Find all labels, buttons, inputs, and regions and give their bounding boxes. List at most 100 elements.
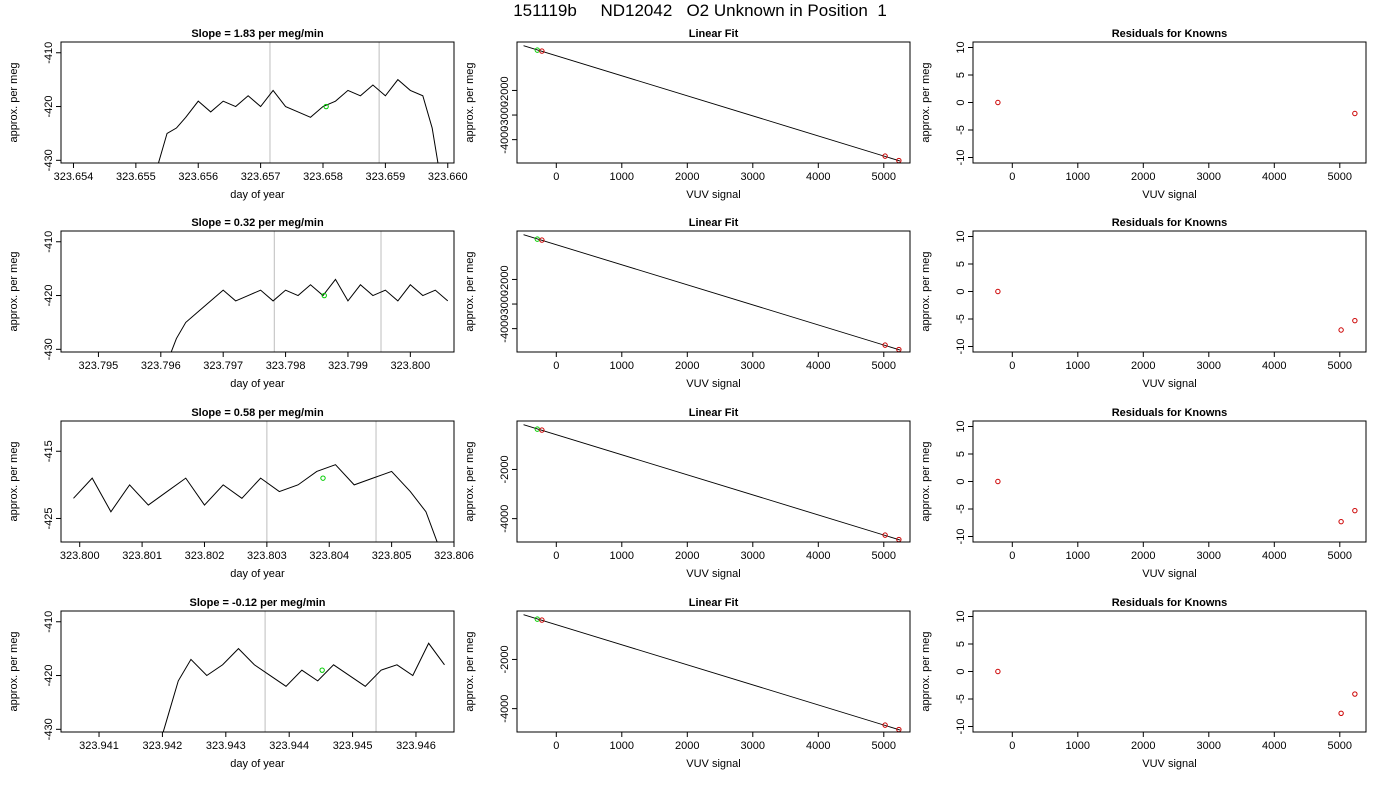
y-axis-label: approx. per meg xyxy=(8,441,20,521)
x-axis-label: day of year xyxy=(230,189,285,201)
plot-frame xyxy=(972,420,1367,543)
x-tick-label: 1000 xyxy=(610,171,634,183)
x-tick-label: 323.801 xyxy=(122,550,162,562)
chart-panel-drift: 323.941 323.942 323.943 323.944 323.945 323.9… xyxy=(8,597,455,770)
fit-line xyxy=(523,45,901,162)
data-point xyxy=(320,475,326,481)
plot-area xyxy=(162,611,445,732)
x-tick-label: 4000 xyxy=(1262,360,1286,372)
x-tick-label: 5000 xyxy=(872,740,896,752)
x-tick-label: 0 xyxy=(553,550,559,562)
x-tick-label: 3000 xyxy=(1197,171,1221,183)
chart-panel-residuals: 0 1000 2000 3000 4000 5000 -10 -5 0 5 10 Residuals … xyxy=(920,28,1367,201)
x-tick-label: 4000 xyxy=(806,550,830,562)
x-tick-label: 323.806 xyxy=(434,550,474,562)
data-point xyxy=(1352,317,1358,324)
plot-frame xyxy=(972,610,1367,733)
y-tick-label: -3000 xyxy=(499,290,511,318)
y-tick-label: -10 xyxy=(955,339,967,355)
y-tick-label: 10 xyxy=(955,230,967,242)
y-tick-label: -430 xyxy=(43,149,55,171)
x-tick-label: 1000 xyxy=(1066,550,1090,562)
chart-panel-residuals: 0 1000 2000 3000 4000 5000 -10 -5 0 5 10 Residuals … xyxy=(920,407,1367,580)
y-tick-label: 5 xyxy=(955,451,967,457)
plot-frame xyxy=(60,610,455,733)
x-tick-label: 323.800 xyxy=(390,360,430,372)
y-axis-label: approx. per meg xyxy=(464,631,476,711)
x-tick-label: 1000 xyxy=(1066,360,1090,372)
x-tick-label: 323.805 xyxy=(372,550,412,562)
data-point xyxy=(1338,327,1344,333)
x-axis-label: VUV signal xyxy=(686,758,740,770)
x-tick-label: 3000 xyxy=(1197,740,1221,752)
y-tick-label: 0 xyxy=(955,478,967,484)
x-tick-label: 5000 xyxy=(1328,171,1352,183)
x-tick-label: 323.946 xyxy=(396,740,436,752)
x-tick-label: 323.799 xyxy=(328,360,368,372)
x-axis-label: day of year xyxy=(230,378,285,390)
panel-title: Linear Fit xyxy=(689,217,739,229)
x-tick-label: 3000 xyxy=(1197,550,1221,562)
x-tick-label: 2000 xyxy=(1131,550,1155,562)
x-axis-label: VUV signal xyxy=(686,568,740,580)
y-tick-label: -4000 xyxy=(499,315,511,343)
y-tick-label: 5 xyxy=(955,72,967,78)
x-tick-label: 323.655 xyxy=(116,171,156,183)
data-point xyxy=(1352,110,1358,117)
plot-area xyxy=(995,288,1358,333)
x-tick-label: 5000 xyxy=(1328,550,1352,562)
data-point xyxy=(882,722,888,728)
data-point xyxy=(323,103,329,110)
series-line xyxy=(157,78,439,163)
panel-title: Slope = 1.83 per meg/min xyxy=(191,28,324,40)
data-point xyxy=(321,292,327,299)
plot-area xyxy=(995,668,1358,716)
y-tick-label: 10 xyxy=(955,41,967,53)
y-tick-label: 10 xyxy=(955,610,967,622)
series-line xyxy=(162,642,445,732)
x-axis-label: VUV signal xyxy=(1142,378,1196,390)
x-tick-label: 3000 xyxy=(741,550,765,562)
plot-frame xyxy=(60,230,455,353)
data-point xyxy=(1352,507,1358,514)
y-axis-label: approx. per meg xyxy=(8,631,20,711)
y-tick-label: -4000 xyxy=(499,126,511,154)
chart-panel-fit: 0 1000 2000 3000 4000 5000 -4000 -2000 Linear Fi… xyxy=(464,407,911,580)
x-tick-label: 323.803 xyxy=(247,550,287,562)
chart-panel-fit: 0 1000 2000 3000 4000 5000 -4000 -2000 Linear Fi… xyxy=(464,597,911,770)
x-axis-label: day of year xyxy=(230,568,285,580)
y-tick-label: -2000 xyxy=(499,455,511,483)
x-tick-label: 323.943 xyxy=(206,740,246,752)
panel-title: Residuals for Knowns xyxy=(1112,597,1228,609)
y-tick-label: -410 xyxy=(43,231,55,253)
chart-panel-residuals: 0 1000 2000 3000 4000 5000 -10 -5 0 5 10 Residuals … xyxy=(920,217,1367,390)
plot-frame xyxy=(972,230,1367,353)
y-axis-label: approx. per meg xyxy=(8,251,20,331)
panel-title: Slope = 0.32 per meg/min xyxy=(191,217,324,229)
x-axis-label: VUV signal xyxy=(686,378,740,390)
y-tick-label: -420 xyxy=(43,285,55,307)
plot-area xyxy=(523,424,902,542)
y-tick-label: -420 xyxy=(43,665,55,687)
chart-panel-drift: 323.654 323.655 323.656 323.657 323.658 323.6… xyxy=(8,28,468,201)
y-tick-label: -4000 xyxy=(499,695,511,723)
y-axis-label: approx. per meg xyxy=(920,631,932,711)
plot-area xyxy=(523,45,902,163)
data-point xyxy=(995,668,1001,675)
y-tick-label: -425 xyxy=(43,507,55,529)
x-tick-label: 5000 xyxy=(872,171,896,183)
x-tick-label: 1000 xyxy=(610,740,634,752)
x-tick-label: 323.657 xyxy=(241,171,281,183)
x-tick-label: 323.804 xyxy=(309,550,349,562)
y-tick-label: -410 xyxy=(43,42,55,64)
x-tick-label: 323.941 xyxy=(79,740,119,752)
y-axis-label: approx. per meg xyxy=(920,62,932,142)
data-point xyxy=(539,48,545,54)
series-line xyxy=(73,464,438,542)
chart-panel-drift: 323.795 323.796 323.797 323.798 323.799 323.8… xyxy=(8,217,455,390)
y-tick-label: -430 xyxy=(43,718,55,740)
panel-title: Residuals for Knowns xyxy=(1112,28,1228,40)
plot-area xyxy=(157,42,439,163)
y-tick-label: -410 xyxy=(43,611,55,633)
